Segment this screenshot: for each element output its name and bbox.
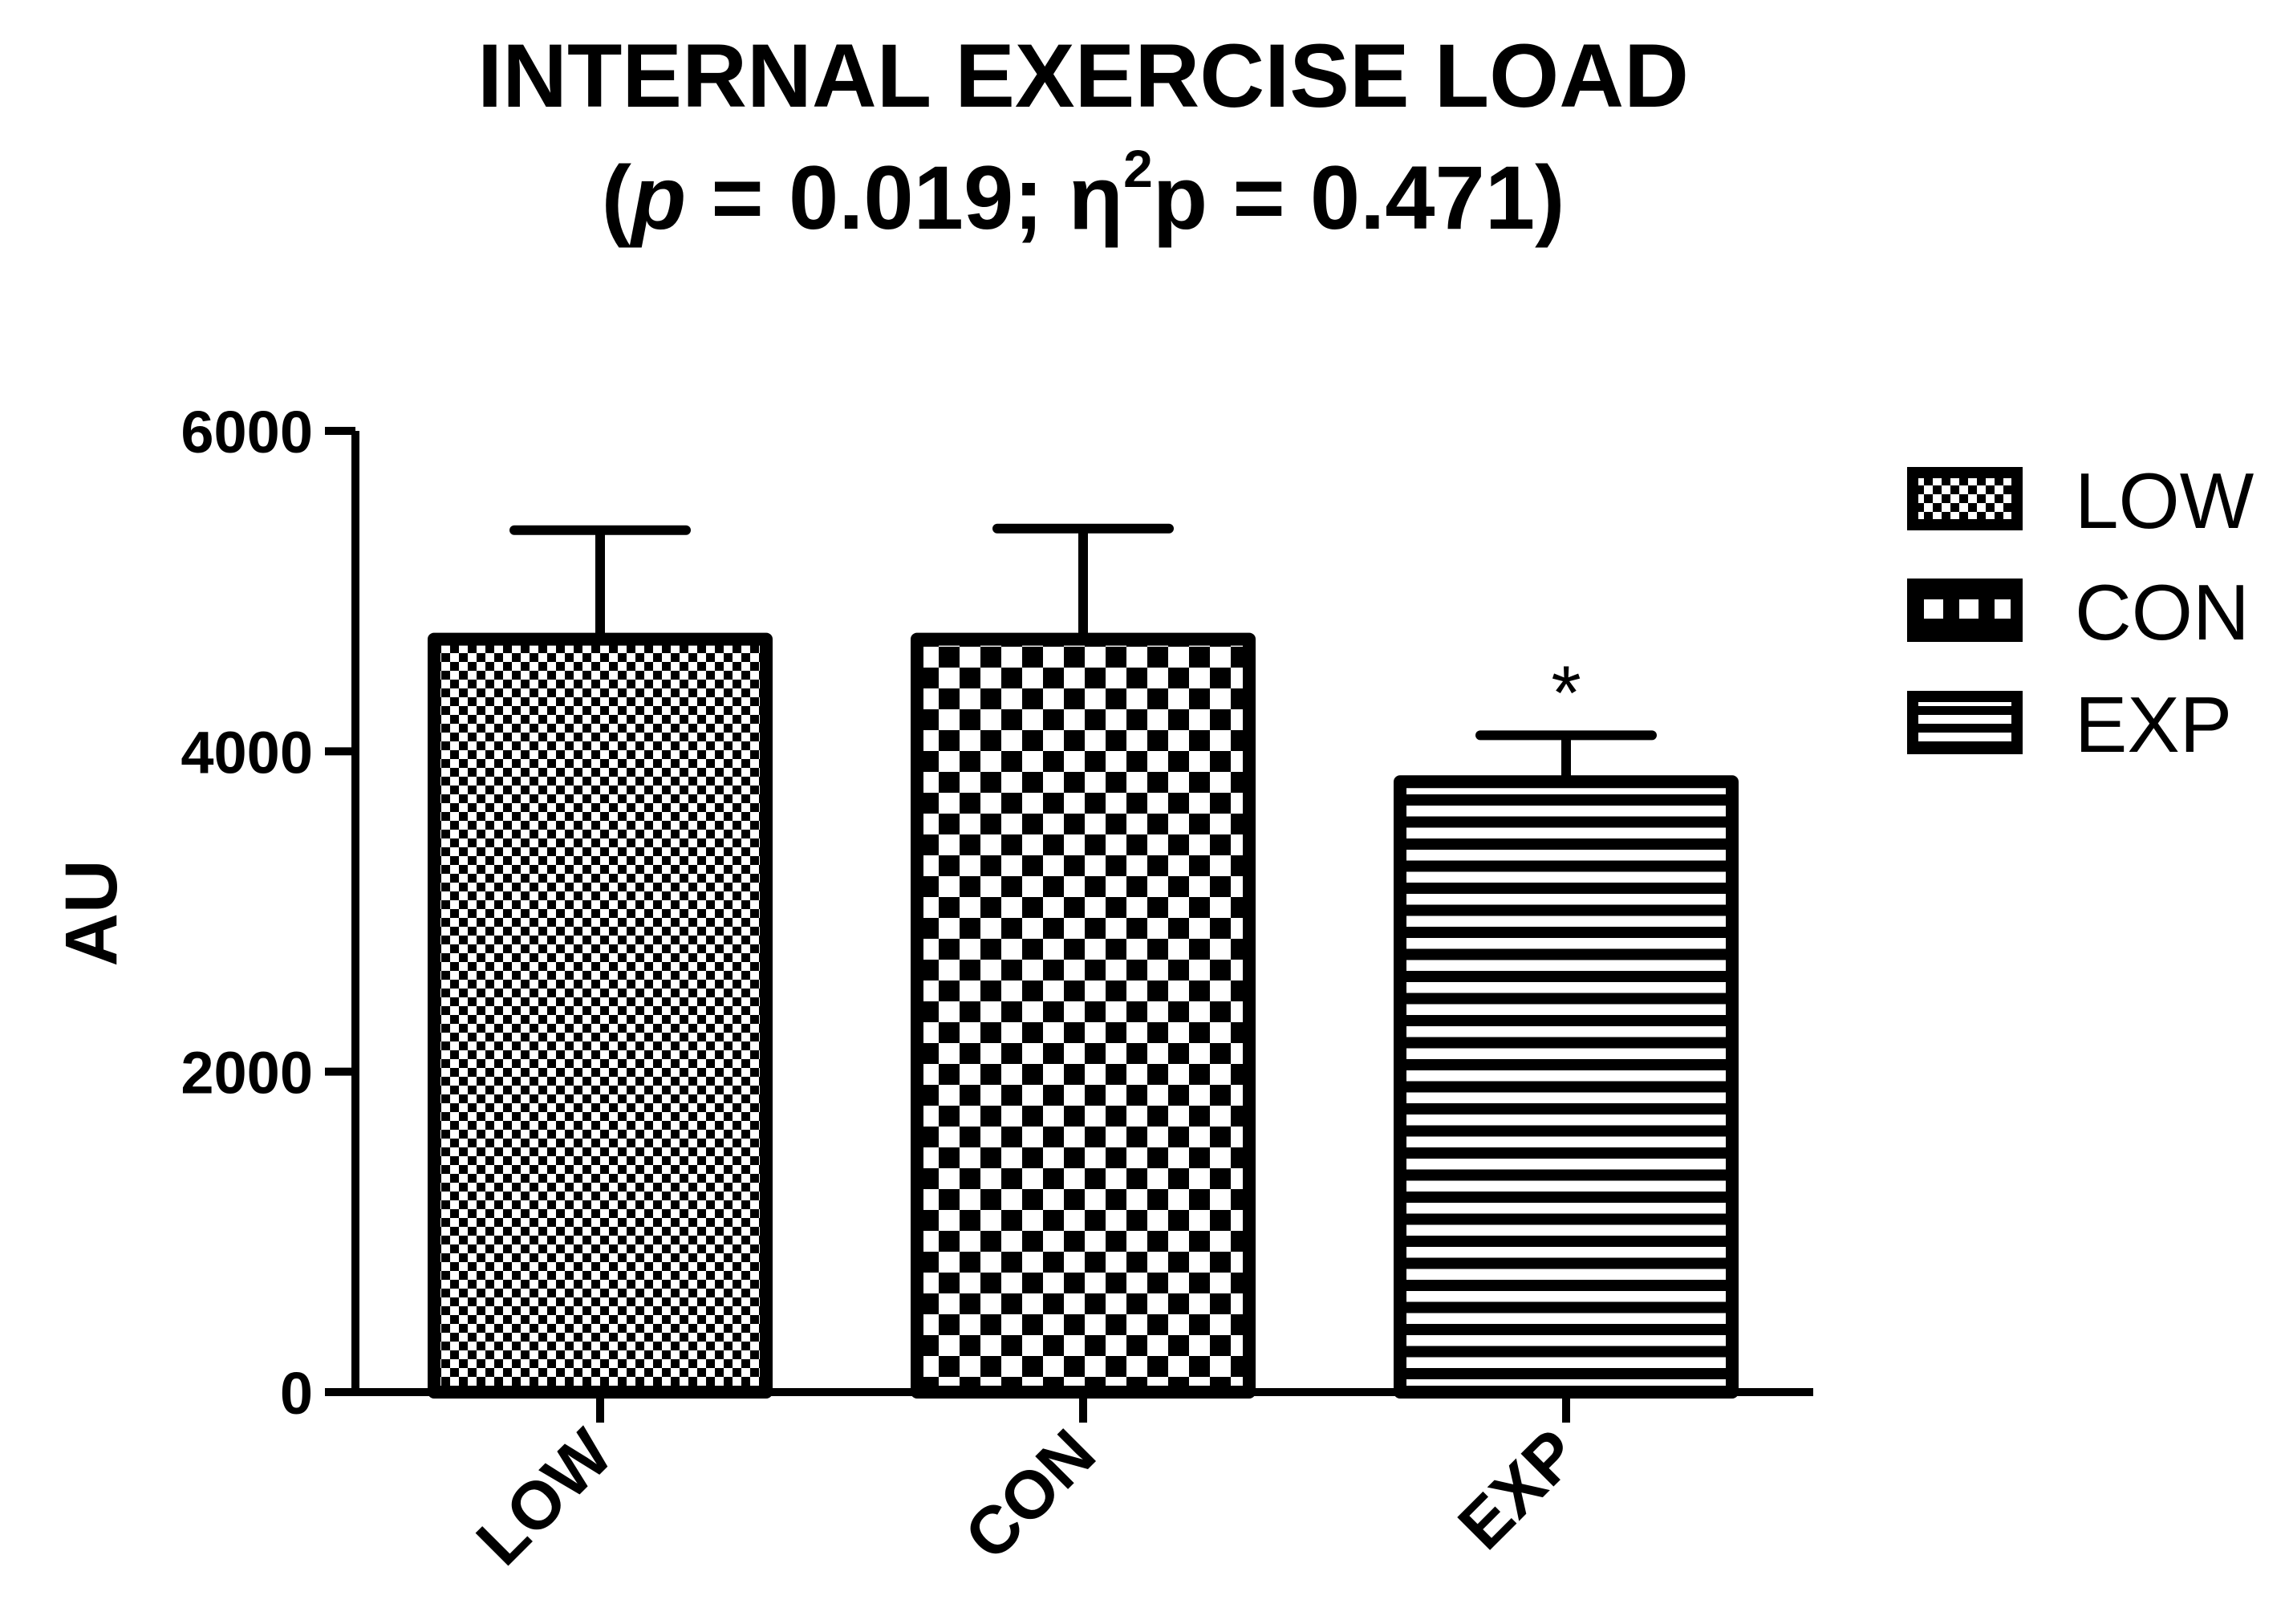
- error-bars-layer: [509, 523, 1657, 782]
- bar-exp: [1394, 775, 1739, 1399]
- bars-layer: [428, 632, 1739, 1399]
- subtitle-eta-text: p = 0.471): [1153, 148, 1565, 248]
- x-ticks-layer: LOW CON EXP: [462, 1392, 1593, 1579]
- annotations-layer: *: [1551, 650, 1581, 736]
- y-axis-label: AU: [51, 860, 132, 967]
- x-tick-label-exp: EXP: [1443, 1415, 1592, 1563]
- significance-marker-exp: *: [1551, 650, 1581, 736]
- y-ticks-layer: 0 2000 4000 6000: [181, 399, 355, 1427]
- legend-swatch-con-cell-2: [1959, 599, 1979, 619]
- y-tick-label-6000: 6000: [181, 399, 313, 465]
- legend-swatch-low: [1907, 467, 2023, 530]
- y-tick-label-4000: 4000: [181, 719, 313, 786]
- subtitle-open: (: [602, 148, 632, 248]
- legend-label-con: CON: [2075, 568, 2250, 656]
- bar-con: [911, 632, 1256, 1399]
- legend-swatch-con-cell-3: [1995, 599, 2011, 619]
- y-tick-label-0: 0: [280, 1360, 313, 1427]
- legend-label-exp: EXP: [2075, 680, 2232, 769]
- subtitle-superscript: 2: [1123, 139, 1153, 198]
- subtitle-p-symbol: p: [629, 148, 686, 248]
- subtitle-p-text: = 0.019; η: [686, 148, 1123, 248]
- x-tick-label-con: CON: [950, 1415, 1109, 1573]
- legend-label-low: LOW: [2075, 457, 2255, 545]
- x-tick-label-low: LOW: [462, 1415, 627, 1580]
- legend: LOW CON EXP: [1907, 457, 2255, 769]
- chart-title: INTERNAL EXERCISE LOAD: [477, 26, 1689, 126]
- chart-subtitle: (p = 0.019; η2p = 0.471): [602, 139, 1565, 248]
- legend-swatch-exp: [1907, 691, 2023, 754]
- bar-low: [428, 632, 773, 1399]
- y-tick-label-2000: 2000: [181, 1040, 313, 1106]
- legend-swatch-con-cell-1: [1924, 599, 1943, 619]
